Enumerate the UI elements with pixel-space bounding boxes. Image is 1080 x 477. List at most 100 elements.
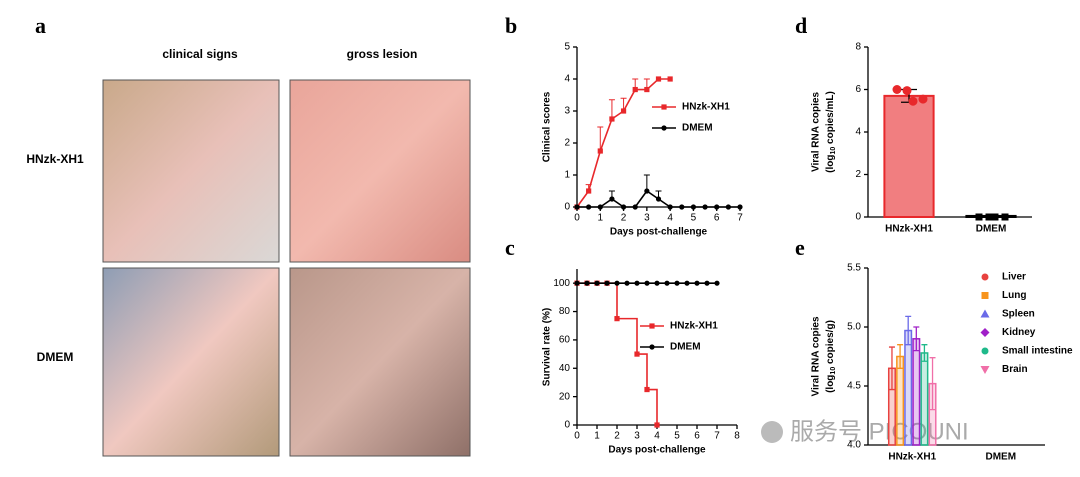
marker	[661, 104, 667, 110]
marker	[704, 280, 710, 286]
data-point	[991, 213, 999, 221]
marker	[649, 344, 655, 350]
bar	[920, 352, 929, 446]
marker	[664, 280, 670, 286]
x-tick-label: 7	[737, 213, 743, 224]
marker	[597, 204, 603, 210]
panel-letter: d	[795, 13, 807, 38]
legend-label: Brain	[1002, 364, 1028, 375]
legend-label: Kidney	[1002, 327, 1036, 338]
y-axis-label: (log10 copies/mL)	[825, 91, 838, 173]
legend-label: Lung	[1002, 290, 1026, 301]
x-tick-label: 1	[594, 431, 600, 442]
marker	[667, 76, 673, 82]
x-tick-label: 0	[574, 213, 580, 224]
legend-label: DMEM	[682, 123, 713, 134]
marker	[624, 280, 630, 286]
legend-label: HNzk-XH1	[682, 102, 730, 113]
marker	[586, 204, 592, 210]
marker	[620, 108, 627, 114]
error-bar	[905, 315, 912, 346]
marker	[679, 204, 685, 210]
legend-label: DMEM	[670, 342, 701, 353]
marker	[661, 125, 667, 131]
marker	[644, 280, 650, 286]
marker	[614, 316, 620, 322]
data-point	[985, 213, 993, 221]
marker	[981, 347, 989, 355]
x-tick-label: 7	[714, 431, 720, 442]
marker	[725, 204, 731, 210]
marker	[690, 204, 697, 210]
marker	[654, 422, 660, 428]
x-tick-label: 6	[694, 431, 700, 442]
bar	[896, 355, 905, 446]
marker	[632, 204, 638, 210]
x-tick-label: HNzk-XH1	[888, 452, 936, 463]
y-tick-label: 0	[855, 212, 861, 223]
marker	[597, 148, 603, 154]
marker	[620, 204, 627, 210]
photo	[102, 79, 280, 263]
marker	[980, 328, 990, 337]
photo	[289, 267, 471, 457]
marker	[702, 204, 708, 210]
watermark-icon	[761, 421, 783, 443]
watermark: 服务号 PICOUNI	[790, 418, 969, 445]
marker	[634, 280, 640, 286]
x-tick-label: 1	[598, 213, 604, 224]
error-bar	[929, 357, 936, 411]
marker	[980, 309, 990, 318]
marker	[609, 196, 615, 202]
marker	[981, 273, 989, 281]
y-tick-label: 5.5	[847, 263, 861, 274]
marker	[714, 204, 720, 210]
marker	[981, 292, 989, 299]
legend-label: Small intestine	[1002, 346, 1073, 357]
error-bar	[888, 346, 895, 391]
panel-letter: e	[795, 235, 805, 260]
y-tick-label: 8	[855, 42, 861, 53]
marker	[584, 280, 590, 286]
error-bar	[897, 344, 904, 369]
marker	[574, 280, 580, 286]
marker	[714, 280, 720, 286]
x-tick-label: 2	[614, 431, 620, 442]
photo	[102, 267, 280, 457]
y-axis-label-part: (log	[825, 375, 836, 393]
error-bar	[608, 99, 615, 119]
y-tick-label: 5	[564, 42, 570, 53]
marker	[737, 204, 743, 210]
data-point	[975, 213, 983, 221]
y-tick-label: 40	[559, 363, 571, 374]
marker	[609, 116, 615, 122]
y-axis-label: Survival rate (%)	[542, 308, 553, 386]
legend-label: Spleen	[1002, 309, 1035, 320]
error-bar	[913, 326, 920, 352]
y-axis-label-part: 10	[830, 367, 837, 375]
error-bar	[597, 126, 604, 151]
marker	[614, 280, 620, 286]
y-tick-label: 4	[564, 74, 570, 85]
row-label: DMEM	[37, 350, 74, 364]
x-tick-label: 4	[667, 213, 673, 224]
panel-letter: c	[505, 235, 515, 260]
x-tick-label: HNzk-XH1	[885, 224, 933, 235]
marker	[632, 86, 638, 93]
y-tick-label: 6	[855, 84, 861, 95]
marker	[684, 280, 690, 286]
y-axis-label: Viral RNA copies	[811, 316, 822, 396]
y-tick-label: 4.0	[847, 440, 861, 451]
marker	[655, 76, 662, 82]
y-tick-label: 80	[559, 306, 571, 317]
legend-label: HNzk-XH1	[670, 321, 718, 332]
x-tick-label: 5	[691, 213, 697, 224]
row-label: HNzk-XH1	[26, 152, 84, 166]
marker	[649, 323, 655, 329]
y-axis-label: Viral RNA copies	[811, 92, 822, 172]
y-tick-label: 20	[559, 391, 571, 402]
y-axis-label-part: copies/mL)	[825, 91, 836, 147]
y-axis-label-part: (log	[825, 155, 836, 173]
y-tick-label: 2	[564, 138, 570, 149]
column-label: gross lesion	[347, 47, 418, 61]
